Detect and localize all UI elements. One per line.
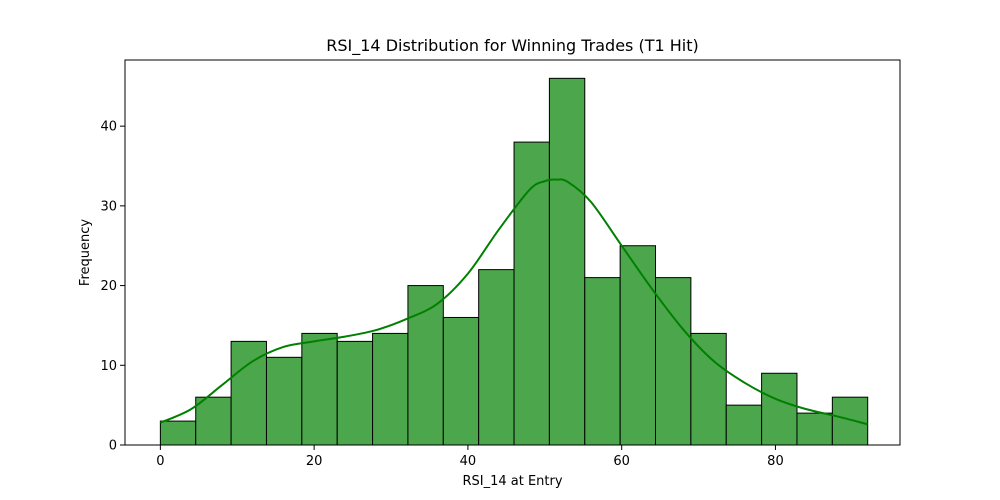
x-axis-label: RSI_14 at Entry — [462, 474, 562, 489]
histogram-bar — [336, 340, 374, 446]
histogram-bar — [478, 269, 515, 446]
histogram-bar — [584, 277, 621, 446]
histogram-bars — [159, 77, 869, 446]
y-tick-label: 40 — [100, 120, 117, 135]
histogram-bar — [407, 285, 444, 446]
histogram-bar — [159, 420, 197, 446]
x-tick-label: 40 — [460, 454, 477, 469]
y-axis-ticks: 0 10 20 30 40 — [100, 120, 125, 454]
y-tick-label: 0 — [109, 439, 117, 454]
y-axis-label: Frequency — [78, 219, 93, 286]
histogram-bar — [301, 332, 338, 446]
plot-area-frame — [124, 59, 901, 446]
histogram-bar — [796, 412, 833, 446]
histogram-bar — [265, 356, 303, 446]
histogram-bar — [195, 396, 232, 446]
y-tick-label: 10 — [100, 359, 117, 374]
x-axis-ticks: 0 20 40 60 80 — [156, 445, 784, 469]
histogram-bar — [831, 396, 869, 446]
x-tick-label: 60 — [613, 454, 630, 469]
histogram-bar — [655, 277, 692, 446]
chart-title: RSI_14 Distribution for Winning Trades (… — [326, 36, 698, 56]
histogram-bar — [372, 332, 409, 446]
histogram-bar — [761, 372, 798, 446]
histogram-bar — [725, 404, 763, 446]
x-tick-label: 80 — [767, 454, 784, 469]
y-tick-label: 20 — [100, 279, 117, 294]
histogram-bar — [690, 332, 727, 446]
x-tick-label: 20 — [306, 454, 323, 469]
x-tick-label: 0 — [156, 454, 164, 469]
kde-curve — [159, 178, 868, 426]
histogram-bar — [619, 245, 657, 446]
y-tick-label: 30 — [100, 199, 117, 214]
histogram-bar — [442, 316, 480, 446]
histogram-bar — [513, 141, 550, 446]
histogram-bar — [548, 77, 586, 446]
